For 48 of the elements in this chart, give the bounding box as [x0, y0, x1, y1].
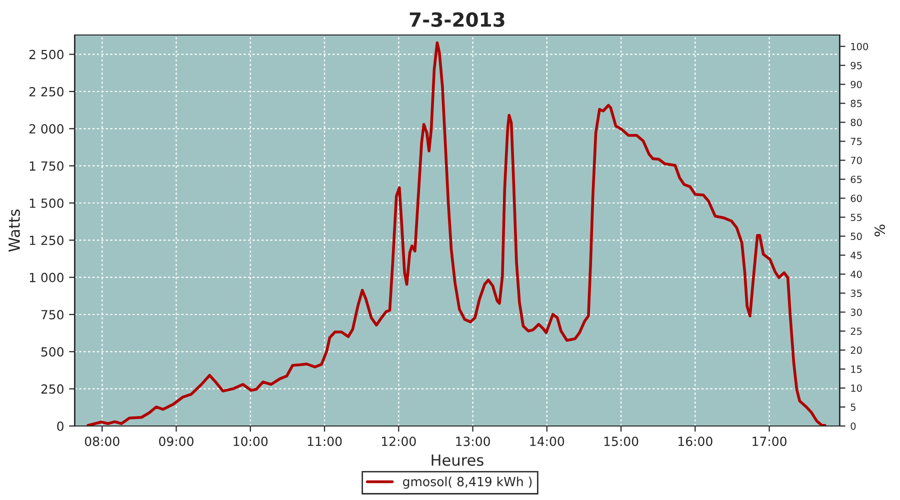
y-tick-label: 750 — [41, 310, 64, 320]
y-tick-label: 1 250 — [30, 236, 64, 246]
x-tick-label: 15:00 — [604, 436, 638, 446]
y-tick-label: 0 — [57, 421, 64, 431]
chart-title: 7-3-2013 — [410, 12, 504, 27]
y2-tick-label: 55 — [850, 214, 862, 222]
y2-tick-label: 30 — [850, 308, 862, 316]
y2-tick-label: 5 — [850, 404, 856, 411]
x-tick-label: 13:00 — [456, 436, 490, 446]
y2-tick-label: 70 — [850, 156, 862, 164]
x-tick-label: 14:00 — [530, 436, 564, 446]
y2-tick-label: 80 — [850, 118, 862, 126]
y2-tick-label: 40 — [850, 270, 862, 278]
legend-label: gmosol( 8,419 kWh ) — [403, 476, 532, 489]
y2-tick-label: 75 — [850, 138, 862, 146]
x-tick-label: 17:00 — [752, 436, 786, 446]
x-axis-title: Heures — [432, 454, 484, 466]
y-tick-label: 250 — [41, 384, 64, 394]
line-series — [86, 41, 826, 426]
y2-tick-label: 90 — [850, 80, 862, 88]
x-tick-label: 16:00 — [678, 436, 712, 446]
y2-tick-label: 50 — [850, 232, 862, 240]
y-axis-title: Watts — [8, 210, 20, 252]
y-tick-label: 500 — [41, 347, 64, 357]
y-tick-label: 1 000 — [30, 272, 64, 282]
y-tick-label: 1 750 — [30, 161, 64, 171]
y-tick-label: 1 500 — [30, 198, 64, 208]
x-tick-label: 10:00 — [234, 436, 268, 446]
y2-axis-title: % — [874, 224, 885, 236]
y-tick-label: 2 500 — [29, 50, 64, 60]
y2-tick-label: 95 — [850, 62, 862, 70]
x-tick-label: 11:00 — [308, 436, 342, 446]
y-tick-label: 2 250 — [29, 86, 64, 96]
x-tick-label: 12:00 — [382, 436, 416, 446]
y-tick-label: 2 000 — [29, 124, 64, 134]
y2-tick-label: 100 — [851, 42, 868, 50]
y2-tick-label: 25 — [850, 328, 862, 335]
y2-tick-label: 10 — [851, 384, 862, 392]
y2-tick-label: 0 — [850, 422, 856, 430]
y2-tick-label: 15 — [851, 366, 862, 373]
y2-tick-label: 60 — [850, 194, 862, 202]
x-tick-label: 09:00 — [159, 436, 194, 446]
y2-tick-label: 65 — [850, 176, 862, 184]
y2-tick-label: 20 — [850, 346, 862, 354]
x-tick-label: 08:00 — [84, 436, 120, 446]
y2-tick-label: 45 — [850, 252, 862, 260]
y2-tick-label: 35 — [850, 290, 862, 297]
y2-tick-label: 85 — [850, 100, 862, 108]
